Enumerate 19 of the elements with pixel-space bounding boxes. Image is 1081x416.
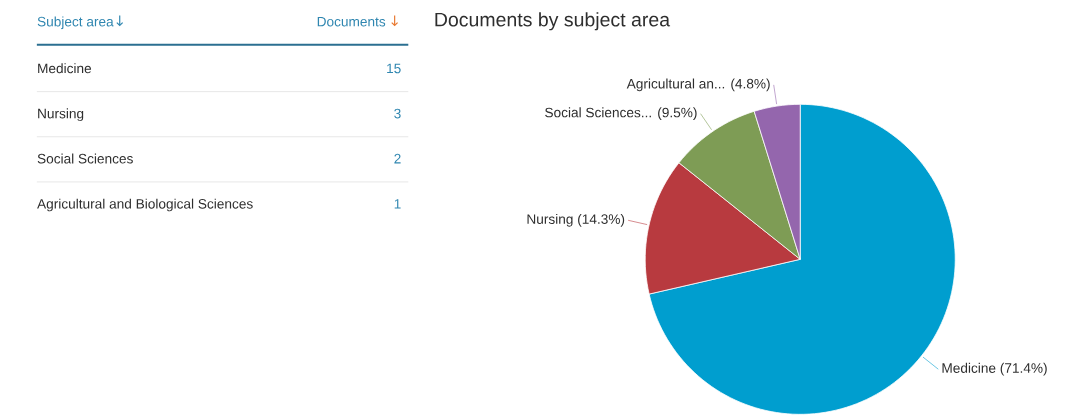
slice-label: Social Sciences... (545, 107, 651, 118)
text: Subject area (37, 16, 114, 30)
category-label: Social Sciences (37, 153, 133, 164)
slice-label: Nursing (527, 213, 573, 227)
data-label: 1 (394, 199, 401, 209)
data-label: (14.3%) (578, 213, 625, 227)
category-label: Nursing (38, 108, 84, 121)
data-label: (9.5%) (658, 107, 697, 120)
data-label: 15 (387, 63, 401, 74)
data-label: 3 (394, 108, 401, 119)
data-label: (4.8%) (731, 78, 770, 92)
category-label: Medicine (38, 63, 92, 74)
slice-label: Agricultural an... (626, 78, 725, 92)
slice-label: Medicine (942, 362, 996, 373)
data-label: 2 (394, 153, 401, 164)
chart-title: Documents by subject area (435, 12, 671, 31)
text: Documents (317, 16, 386, 27)
data-label: (71.4%) (1000, 362, 1047, 376)
category-label: Agricultural and Biological Sciences (37, 198, 253, 212)
